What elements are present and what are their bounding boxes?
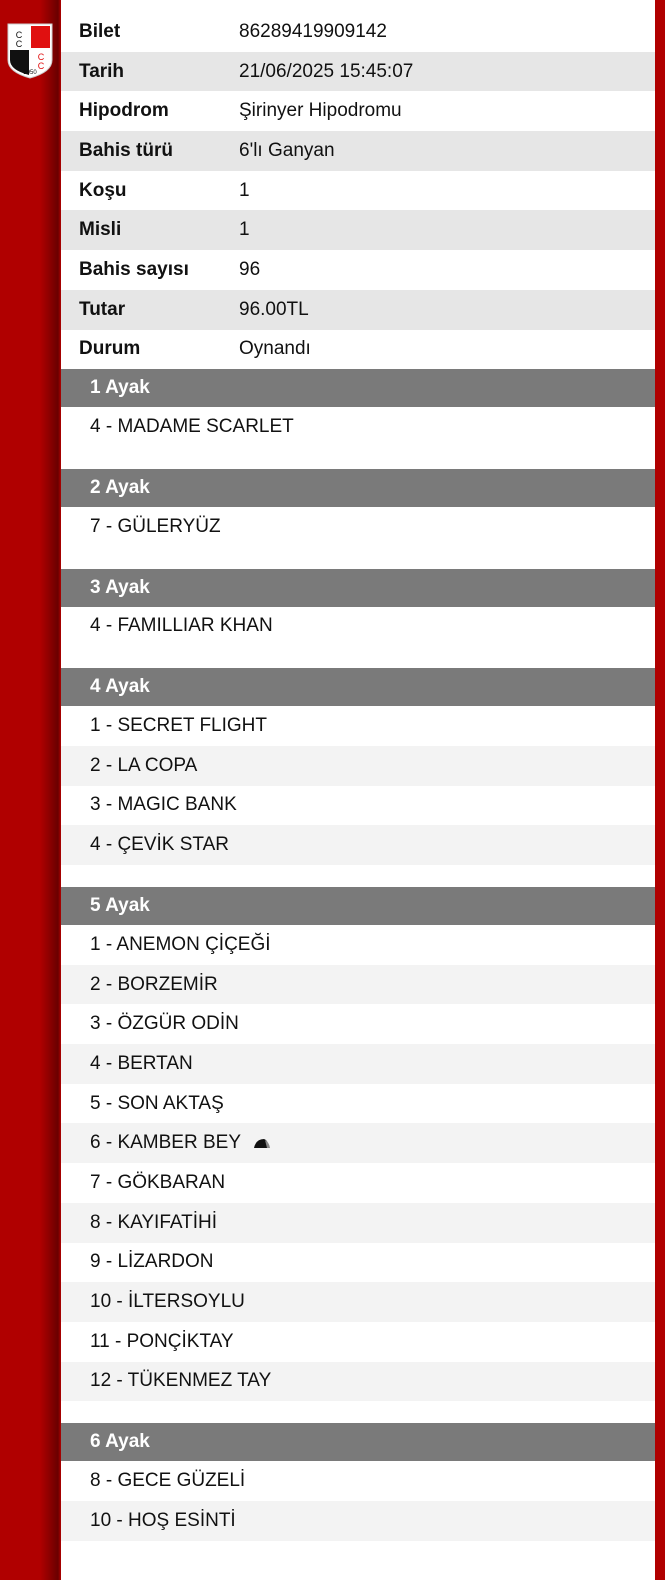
horse-item: 6 - KAMBER BEY — [61, 1123, 655, 1164]
horse-name: 9 - LİZARDON — [90, 1251, 214, 1273]
info-row: Durum Oynandı — [61, 330, 655, 370]
info-row: Bilet 86289419909142 — [61, 12, 655, 52]
horse-item: 4 - MADAME SCARLET — [61, 407, 655, 447]
info-row: Tarih 21/06/2025 15:45:07 — [61, 51, 655, 92]
horse-item: 8 - KAYIFATİHİ — [61, 1202, 655, 1243]
leg-spacer — [61, 1541, 655, 1563]
horse-item: 2 - LA COPA — [61, 745, 655, 786]
leg-spacer — [61, 1401, 655, 1423]
horse-item: 4 - BERTAN — [61, 1044, 655, 1084]
horse-name: 4 - FAMILLIAR KHAN — [90, 615, 273, 637]
leg-spacer — [61, 646, 655, 668]
horse-item: 8 - GECE GÜZELİ — [61, 1461, 655, 1501]
ticket-info-table: Bilet 86289419909142 Tarih 21/06/2025 15:45… — [61, 12, 655, 369]
info-label: Hipodrom — [79, 100, 169, 122]
info-row: Misli 1 — [61, 210, 655, 251]
info-value: 96.00TL — [239, 298, 309, 320]
info-label: Tutar — [79, 298, 126, 320]
info-value: 86289419909142 — [239, 20, 387, 42]
leg-header: 1 Ayak — [61, 369, 655, 408]
ticket-detail: Bilet 86289419909142 Tarih 21/06/2025 15:45… — [61, 0, 655, 1580]
legs-list: 1 Ayak 4 - MADAME SCARLET 2 Ayak 7 - GÜLERY… — [61, 369, 655, 1562]
svg-text:C: C — [16, 30, 23, 40]
info-row: Koşu 1 — [61, 171, 655, 211]
info-value: 96 — [239, 258, 261, 280]
svg-text:C: C — [38, 52, 45, 62]
horse-item: 12 - TÜKENMEZ TAY — [61, 1361, 655, 1402]
horse-name: 2 - BORZEMİR — [90, 973, 218, 995]
leg-spacer — [61, 447, 655, 469]
horse-name: 3 - MAGIC BANK — [90, 794, 237, 816]
horse-item: 4 - ÇEVİK STAR — [61, 825, 655, 865]
horse-item: 10 - İLTERSOYLU — [61, 1282, 655, 1322]
horse-name: 3 - ÖZGÜR ODİN — [90, 1013, 239, 1035]
leg-spacer — [61, 865, 655, 887]
svg-text:1950: 1950 — [23, 70, 37, 76]
horse-name: 4 - ÇEVİK STAR — [90, 834, 230, 856]
horse-name: 1 - ANEMON ÇİÇEĞİ — [90, 933, 271, 955]
horse-item: 1 - SECRET FLIGHT — [61, 706, 655, 746]
club-logo: C C C C 1950 — [7, 23, 53, 79]
horse-item: 5 - SON AKTAŞ — [61, 1084, 655, 1124]
leg-header: 3 Ayak — [61, 568, 655, 607]
horse-name: 6 - KAMBER BEY — [90, 1132, 241, 1154]
info-value: 6'lı Ganyan — [239, 139, 335, 161]
info-value: Oynandı — [239, 338, 311, 360]
horse-name: 10 - HOŞ ESİNTİ — [90, 1509, 236, 1531]
horse-item: 7 - GÜLERYÜZ — [61, 507, 655, 547]
horse-name: 12 - TÜKENMEZ TAY — [90, 1370, 272, 1392]
horse-item: 9 - LİZARDON — [61, 1243, 655, 1283]
horse-name: 11 - PONÇİKTAY — [90, 1330, 234, 1352]
leg-header: 4 Ayak — [61, 668, 655, 707]
horse-name: 8 - KAYIFATİHİ — [90, 1211, 218, 1233]
info-label: Bahis sayısı — [79, 258, 189, 280]
horse-name: 7 - GÖKBARAN — [90, 1171, 226, 1193]
info-row: Bahis türü 6'lı Ganyan — [61, 131, 655, 171]
info-label: Tarih — [79, 60, 125, 82]
leg-spacer — [61, 547, 655, 569]
info-value: 21/06/2025 15:45:07 — [239, 60, 414, 82]
left-brand-bar — [0, 0, 61, 1580]
svg-text:C: C — [16, 39, 23, 49]
info-row: Hipodrom Şirinyer Hipodromu — [61, 91, 655, 131]
horse-name: 4 - MADAME SCARLET — [90, 416, 294, 438]
info-row: Bahis sayısı 96 — [61, 250, 655, 290]
info-label: Bahis türü — [79, 139, 173, 161]
info-value: 1 — [239, 179, 250, 201]
horse-item: 1 - ANEMON ÇİÇEĞİ — [61, 925, 655, 965]
info-value: Şirinyer Hipodromu — [239, 100, 402, 122]
right-brand-bar — [655, 0, 665, 1580]
jockey-cap-icon — [254, 1139, 270, 1149]
horse-item: 11 - PONÇİKTAY — [61, 1322, 655, 1362]
info-value: 1 — [239, 219, 250, 241]
horse-item: 7 - GÖKBARAN — [61, 1163, 655, 1203]
info-label: Koşu — [79, 179, 127, 201]
horse-name: 7 - GÜLERYÜZ — [90, 515, 221, 537]
horse-item: 3 - ÖZGÜR ODİN — [61, 1004, 655, 1044]
leg-header: 2 Ayak — [61, 468, 655, 507]
info-label: Bilet — [79, 20, 121, 42]
horse-name: 10 - İLTERSOYLU — [90, 1291, 245, 1313]
info-label: Durum — [79, 338, 141, 360]
svg-text:C: C — [38, 61, 45, 71]
horse-item: 2 - BORZEMİR — [61, 964, 655, 1005]
horse-name: 4 - BERTAN — [90, 1052, 193, 1074]
horse-item: 3 - MAGIC BANK — [61, 786, 655, 826]
horse-name: 8 - GECE GÜZELİ — [90, 1470, 246, 1492]
horse-name: 5 - SON AKTAŞ — [90, 1092, 224, 1114]
leg-header: 5 Ayak — [61, 887, 655, 925]
horse-name: 2 - LA COPA — [90, 754, 198, 776]
horse-item: 10 - HOŞ ESİNTİ — [61, 1500, 655, 1541]
leg-header: 6 Ayak — [61, 1423, 655, 1462]
info-row: Tutar 96.00TL — [61, 289, 655, 330]
info-label: Misli — [79, 219, 122, 241]
horse-name: 1 - SECRET FLIGHT — [90, 715, 268, 737]
horse-item: 4 - FAMILLIAR KHAN — [61, 607, 655, 647]
